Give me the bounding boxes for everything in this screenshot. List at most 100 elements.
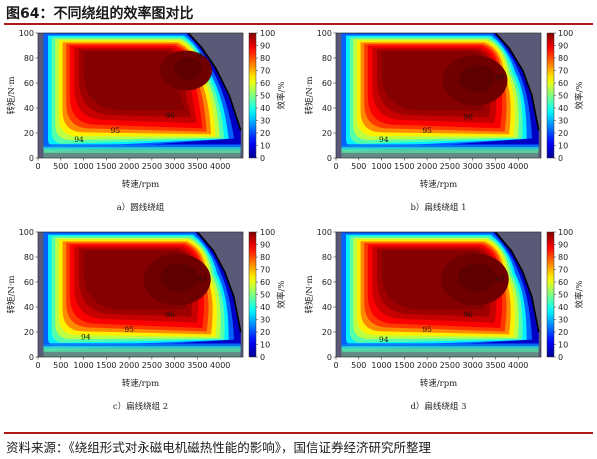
x-tick-label: 4000: [508, 162, 528, 171]
x-tick-label: 1000: [371, 361, 391, 370]
y-axis-label: 转矩/N·m: [6, 76, 17, 114]
colorbar-tick-label: 20: [260, 328, 270, 337]
x-axis-label: 转速/rpm: [420, 179, 457, 190]
colorbar-tick-label: 30: [260, 117, 270, 126]
title-rule: [4, 23, 593, 25]
peak-efficiency-core: [160, 263, 198, 292]
contour-label-96: 96: [165, 310, 175, 319]
colorbar-tick-label: 10: [260, 142, 270, 151]
contour-label-97: 97: [197, 275, 207, 284]
contour-label-95: 95: [124, 325, 134, 334]
colorbar-tick-label: 30: [260, 316, 270, 325]
colorbar-tick-label: 20: [260, 129, 270, 138]
x-tick-label: 0: [333, 162, 338, 171]
colorbar-tick-label: 70: [558, 67, 568, 76]
y-tick-label: 80: [322, 54, 332, 63]
x-tick-label: 2000: [119, 361, 139, 370]
y-tick-label: 0: [327, 154, 332, 163]
colorbar-tick-label: 100: [260, 29, 275, 38]
colorbar-tick-label: 50: [260, 92, 270, 101]
contour-label-94: 94: [379, 335, 389, 344]
x-tick-label: 2500: [440, 162, 460, 171]
colorbar-tick-label: 20: [558, 129, 568, 138]
out-of-range-region: [197, 232, 243, 357]
colorbar-tick-label: 100: [558, 29, 573, 38]
colorbar: [546, 32, 555, 159]
colorbar-tick-label: 80: [558, 54, 568, 63]
contour-label-97: 97: [495, 74, 505, 83]
x-tick-label: 4000: [508, 361, 528, 370]
colorbar-tick-label: 40: [558, 303, 568, 312]
colorbar-tick-label: 10: [558, 142, 568, 151]
y-tick-label: 20: [322, 129, 332, 138]
y-tick-label: 20: [24, 328, 34, 337]
contour-label-94: 94: [81, 333, 91, 342]
x-tick-label: 1500: [394, 361, 414, 370]
zero-speed-region: [38, 33, 44, 158]
contour-label-95: 95: [422, 126, 432, 135]
colorbar: [248, 32, 257, 159]
axes-frame: [335, 231, 542, 358]
y-tick-label: 60: [24, 278, 34, 287]
y-tick-label: 80: [322, 253, 332, 262]
panel-caption: c）扁线绕组 2: [113, 401, 168, 412]
x-axis-label: 转速/rpm: [122, 378, 159, 389]
colorbar-tick-label: 60: [558, 79, 568, 88]
x-tick-label: 2500: [142, 361, 162, 370]
x-tick-label: 2000: [119, 162, 139, 171]
x-tick-label: 0: [35, 162, 40, 171]
colorbar-tick-label: 10: [558, 341, 568, 350]
x-tick-label: 0: [333, 361, 338, 370]
x-tick-label: 500: [53, 361, 68, 370]
y-tick-label: 100: [19, 29, 34, 38]
out-of-range-region: [188, 33, 243, 158]
colorbar-tick-label: 60: [260, 79, 270, 88]
colorbar-tick-label: 50: [260, 291, 270, 300]
x-tick-label: 2000: [417, 361, 437, 370]
peak-efficiency-core: [459, 64, 495, 93]
contour-label-96: 96: [165, 111, 175, 120]
y-tick-label: 100: [19, 228, 34, 237]
colorbar-tick-label: 80: [260, 253, 270, 262]
y-tick-label: 20: [24, 129, 34, 138]
y-tick-label: 0: [29, 353, 34, 362]
contour-label-96: 96: [463, 112, 473, 121]
contour-label-95: 95: [111, 126, 121, 135]
contour-label-94: 94: [379, 135, 389, 144]
y-tick-label: 60: [322, 79, 332, 88]
x-tick-label: 3000: [164, 361, 184, 370]
y-axis-label: 转矩/N·m: [304, 76, 315, 114]
colorbar: [248, 231, 257, 358]
colorbar-tick-label: 90: [260, 241, 270, 250]
contour-label-97: 97: [197, 51, 207, 60]
panel-caption: a）圆线绕组: [117, 202, 165, 213]
colorbar-tick-label: 50: [558, 92, 568, 101]
y-tick-label: 60: [24, 79, 34, 88]
torque-speed-envelope: [494, 232, 540, 333]
x-tick-label: 1500: [394, 162, 414, 171]
source-rule: [4, 432, 593, 434]
colorbar-tick-label: 0: [260, 353, 265, 362]
colorbar-tick-label: 70: [558, 266, 568, 275]
x-tick-label: 3000: [462, 162, 482, 171]
contour-label-96: 96: [463, 310, 473, 319]
low-torque-band-3: [336, 144, 539, 148]
y-tick-label: 40: [24, 104, 34, 113]
x-tick-label: 0: [35, 361, 40, 370]
colorbar-tick-label: 40: [260, 104, 270, 113]
panel-caption: b）扁线绕组 1: [410, 202, 466, 213]
x-tick-label: 1500: [96, 162, 116, 171]
colorbar-tick-label: 50: [558, 291, 568, 300]
zero-speed-region: [38, 232, 44, 357]
colorbar-tick-label: 30: [558, 316, 568, 325]
efficiency-map-panel-d: 94 95 96 97 0 500 1000 1500 2000 2500 3000 3500 4000…: [298, 227, 596, 426]
y-tick-label: 80: [24, 54, 34, 63]
colorbar-tick-label: 90: [260, 42, 270, 51]
colorbar-tick-label: 80: [260, 54, 270, 63]
x-tick-label: 4000: [210, 361, 230, 370]
zero-speed-region: [336, 232, 342, 357]
colorbar: [546, 231, 555, 358]
efficiency-level-11: [83, 51, 186, 111]
source-note: 资料来源：《绕组形式对永磁电机磁热性能的影响》，国信证券经济研究所整理: [6, 440, 432, 455]
torque-speed-envelope: [196, 232, 242, 333]
